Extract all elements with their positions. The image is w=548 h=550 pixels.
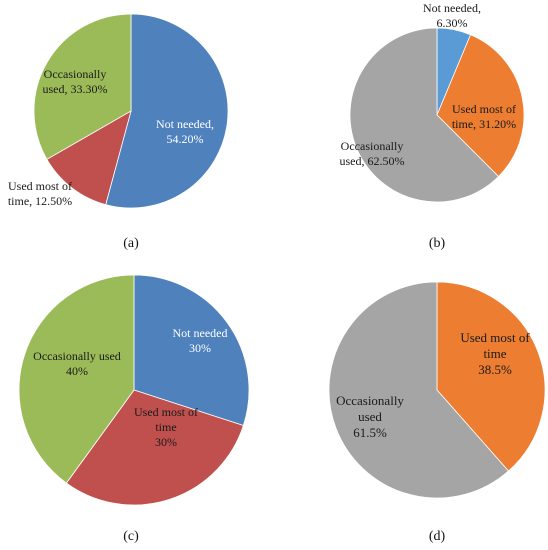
slice-occasionally-used <box>33 13 132 160</box>
data-label-occasionally-used: Occasionally used 40% <box>33 349 121 378</box>
caption-a: (a) <box>123 236 139 251</box>
caption-b: (b) <box>429 236 446 251</box>
data-label-occasionally-used: Occasionally used 61.5% <box>336 393 404 440</box>
pie-chart-c: Not needed 30% Used most of time 30% Occasion… <box>18 274 250 506</box>
slice-not-needed <box>133 274 250 427</box>
data-label-used-most-of-time: Used most of time, 12.50% <box>8 179 72 208</box>
data-label-used-most-of-time: Used most of time 38.5% <box>460 330 530 377</box>
slice-used-most-of-time <box>436 34 525 178</box>
caption-d: (d) <box>429 529 446 544</box>
slice-occasionally-used <box>18 274 135 484</box>
data-label-used-most-of-time: Used most of time, 31.20% <box>452 102 516 131</box>
data-label-used-most-of-time: Used most of time 30% <box>134 405 198 449</box>
pie-chart-b: Not needed, 6.30% Used most of time, 31.20%… <box>340 1 525 203</box>
slice-not-needed <box>105 13 229 209</box>
pie-chart-a: Not needed, 54.20% Used most of time, 12.50… <box>8 13 229 209</box>
slice-used-most-of-time <box>46 110 132 206</box>
slice-occasionally-used <box>328 281 509 499</box>
data-label-not-needed: Not needed 30% <box>173 326 228 355</box>
slice-used-most-of-time <box>436 281 546 472</box>
data-label-not-needed: Not needed, 54.20% <box>156 117 214 146</box>
slice-used-most-of-time <box>65 389 244 506</box>
slice-occasionally-used <box>349 27 500 203</box>
data-label-occasionally-used: Occasionally used, 33.30% <box>43 67 108 96</box>
caption-c: (c) <box>123 529 139 544</box>
data-label-occasionally-used: Occasionally used, 62.50% <box>340 139 405 168</box>
data-label-not-needed: Not needed, 6.30% <box>423 1 481 30</box>
pie-chart-d: Used most of time 38.5% Occasionally used 61.… <box>328 281 546 499</box>
